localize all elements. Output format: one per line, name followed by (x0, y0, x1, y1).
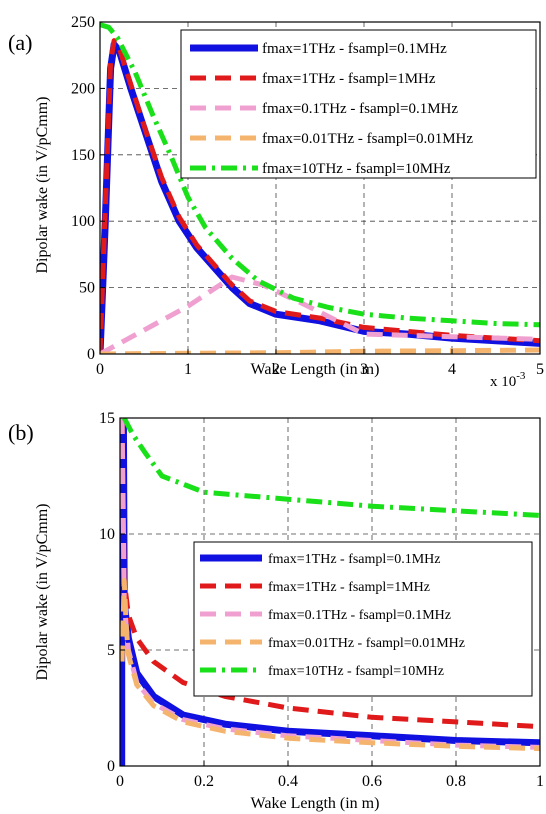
x-tick-label: 0.2 (194, 773, 214, 790)
legend-entry-label: fmax=1THz - fsampl=1MHz (268, 580, 430, 595)
y-tick-label: 0 (87, 346, 95, 363)
y-tick-label: 200 (71, 80, 95, 97)
series-line-2 (100, 38, 540, 354)
legend-entry-label: fmax=10THz - fsampl=10MHz (268, 664, 444, 679)
x-tick-label: 0.6 (362, 773, 382, 790)
series-line-3 (100, 274, 540, 354)
x-tick-label: 1 (184, 361, 192, 378)
panel-a-y-axis-label: Dipolar wake (in V/pCmm) (34, 96, 51, 273)
x-tick-label: 3 (360, 361, 368, 378)
x-tick-label: 2 (272, 361, 280, 378)
x-tick-label: 4 (448, 361, 456, 378)
legend-box (180, 29, 537, 179)
panel-a-x-multiplier: x 10-3 (490, 370, 526, 390)
legend-entry-label: fmax=1THz - fsampl=1MHz (262, 71, 436, 87)
legend-entry-label: fmax=1THz - fsampl=0.1MHz (268, 552, 440, 567)
panel-b-x-axis-label: Wake Length (in m) (251, 795, 380, 812)
legend-entry-label: fmax=0.1THz - fsampl=0.1MHz (268, 608, 451, 623)
panel-a-label: (a) (8, 30, 32, 55)
panel-b-series (120, 418, 540, 766)
panel-b-axes-frame (119, 417, 541, 767)
x-tick-label: 0.4 (278, 773, 298, 790)
panel-a-series (100, 22, 540, 354)
y-tick-label: 150 (71, 147, 95, 164)
legend-entry-label: fmax=0.01THz - fsampl=0.01MHz (262, 131, 473, 147)
x-tick-label: 0 (116, 773, 124, 790)
legend-box (193, 541, 533, 697)
y-tick-label: 0 (107, 758, 115, 775)
y-tick-label: 250 (71, 14, 95, 31)
series-line-5 (100, 22, 540, 328)
panel-a-x-multiplier-exponent: -3 (516, 370, 526, 382)
legend-entry-label: fmax=0.01THz - fsampl=0.01MHz (268, 636, 465, 651)
panel-a-chart: (a) Wake Length (in m) Dipolar wake (in … (8, 14, 544, 390)
series-line-1 (120, 418, 540, 766)
x-tick-label: 1 (536, 773, 544, 790)
series-line-3 (120, 418, 540, 750)
panel-b-y-axis-label: Dipolar wake (in V/pCmm) (34, 503, 51, 680)
y-tick-label: 5 (107, 642, 115, 659)
x-tick-label: 0.8 (446, 773, 466, 790)
y-tick-label: 10 (99, 526, 115, 543)
x-tick-label: 0 (96, 361, 104, 378)
panel-a-x-axis-label: Wake Length (in m) (251, 361, 380, 378)
legend-entry-label: fmax=1THz - fsampl=0.1MHz (262, 41, 447, 57)
panel-b-label: (b) (8, 420, 34, 445)
legend-entry-label: fmax=10THz - fsampl=10MHz (262, 161, 451, 177)
series-line-4 (120, 577, 540, 752)
panel-a-legend: fmax=1THz - fsampl=0.1MHz fmax=1THz - fsa… (180, 29, 537, 179)
panel-b-legend: fmax=1THz - fsampl=0.1MHz fmax=1THz - fsa… (193, 541, 533, 697)
y-tick-label: 100 (71, 213, 95, 230)
series-line-5 (121, 418, 540, 518)
legend-entry-label: fmax=0.1THz - fsampl=0.1MHz (262, 101, 458, 117)
panel-a-axes-frame (99, 21, 541, 355)
y-tick-label: 15 (99, 410, 115, 427)
y-tick-label: 50 (79, 280, 95, 297)
x-tick-label: 5 (536, 361, 544, 378)
panel-b-chart: (b) Wake Length (in m) Dipolar wake (in … (8, 410, 544, 812)
